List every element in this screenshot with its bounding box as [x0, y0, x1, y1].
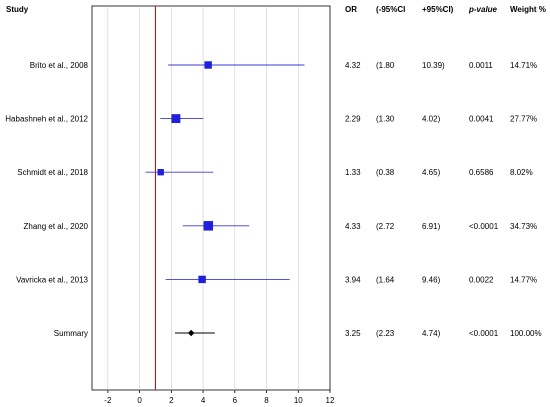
weight-value: 27.77% — [510, 115, 537, 124]
study-label: Habashneh et al., 2012 — [5, 115, 88, 124]
x-tick-label: 2 — [169, 396, 174, 405]
p-value: 0.6586 — [469, 168, 494, 177]
row-values: 4.32 (1.80 10.39) 0.0011 14.71% 2.29 (1.30 4.02… — [345, 61, 542, 338]
p-value: 0.0011 — [469, 61, 493, 70]
grid-lines — [107, 6, 299, 390]
lower-ci-value: (1.64 — [376, 275, 395, 284]
x-tick-label: -2 — [104, 396, 112, 405]
weight-value: 14.77% — [510, 275, 537, 284]
or-value: 2.29 — [345, 115, 361, 124]
header-or: OR — [345, 5, 357, 14]
effect-marker — [204, 61, 212, 69]
x-axis: -2 0 2 4 6 8 10 12 — [104, 390, 335, 405]
study-label: Vavricka et al., 2013 — [16, 275, 88, 284]
p-value: <0.0001 — [469, 222, 499, 231]
p-value: 0.0041 — [469, 115, 494, 124]
x-tick-label: 6 — [233, 396, 238, 405]
header-lower-ci: (-95%CI — [376, 5, 405, 14]
effect-marker — [157, 169, 164, 176]
effect-marker — [203, 221, 214, 231]
or-value: 4.33 — [345, 222, 361, 231]
header-p-value: p-value — [468, 5, 498, 14]
weight-value: 8.02% — [510, 168, 533, 177]
effect-marker — [198, 275, 206, 284]
study-label: Schmidt et al., 2018 — [17, 168, 88, 177]
lower-ci-value: (1.80 — [376, 61, 395, 70]
x-tick-label: 8 — [264, 396, 269, 405]
header-study: Study — [6, 5, 29, 14]
weight-value: 100.00% — [510, 329, 542, 338]
p-value: 0.0022 — [469, 275, 494, 284]
row-labels: Brito et al., 2008 Habashneh et al., 2012… — [5, 61, 88, 338]
summary-label: Summary — [54, 329, 88, 338]
x-tick-label: 0 — [137, 396, 142, 405]
upper-ci-value: 4.74) — [422, 329, 441, 338]
lower-ci-value: (1.30 — [376, 115, 395, 124]
weight-value: 14.71% — [510, 61, 537, 70]
x-tick-label: 4 — [201, 396, 206, 405]
plot-frame — [91, 5, 331, 391]
upper-ci-value: 6.91) — [422, 222, 441, 231]
marker-layer — [157, 61, 214, 337]
or-value: 3.25 — [345, 329, 361, 338]
upper-ci-value: 10.39) — [422, 61, 445, 70]
upper-ci-value: 9.46) — [422, 275, 441, 284]
or-value: 1.33 — [345, 168, 361, 177]
study-label: Zhang et al., 2020 — [24, 222, 89, 231]
summary-diamond — [187, 329, 195, 337]
weight-value: 34.73% — [510, 222, 537, 231]
or-value: 4.32 — [345, 61, 361, 70]
lower-ci-value: (2.23 — [376, 329, 395, 338]
x-tick-label: 10 — [294, 396, 303, 405]
header-upper-ci: +95%CI) — [422, 5, 454, 14]
study-label: Brito et al., 2008 — [30, 61, 89, 70]
header-weight: Weight % — [510, 5, 546, 14]
or-value: 3.94 — [345, 275, 361, 284]
x-tick-label: 12 — [326, 396, 335, 405]
upper-ci-value: 4.65) — [422, 168, 441, 177]
ci-layer — [145, 64, 305, 334]
lower-ci-value: (0.38 — [376, 168, 395, 177]
p-value: <0.0001 — [469, 329, 499, 338]
upper-ci-value: 4.02) — [422, 115, 441, 124]
effect-marker — [171, 114, 181, 124]
lower-ci-value: (2.72 — [376, 222, 395, 231]
